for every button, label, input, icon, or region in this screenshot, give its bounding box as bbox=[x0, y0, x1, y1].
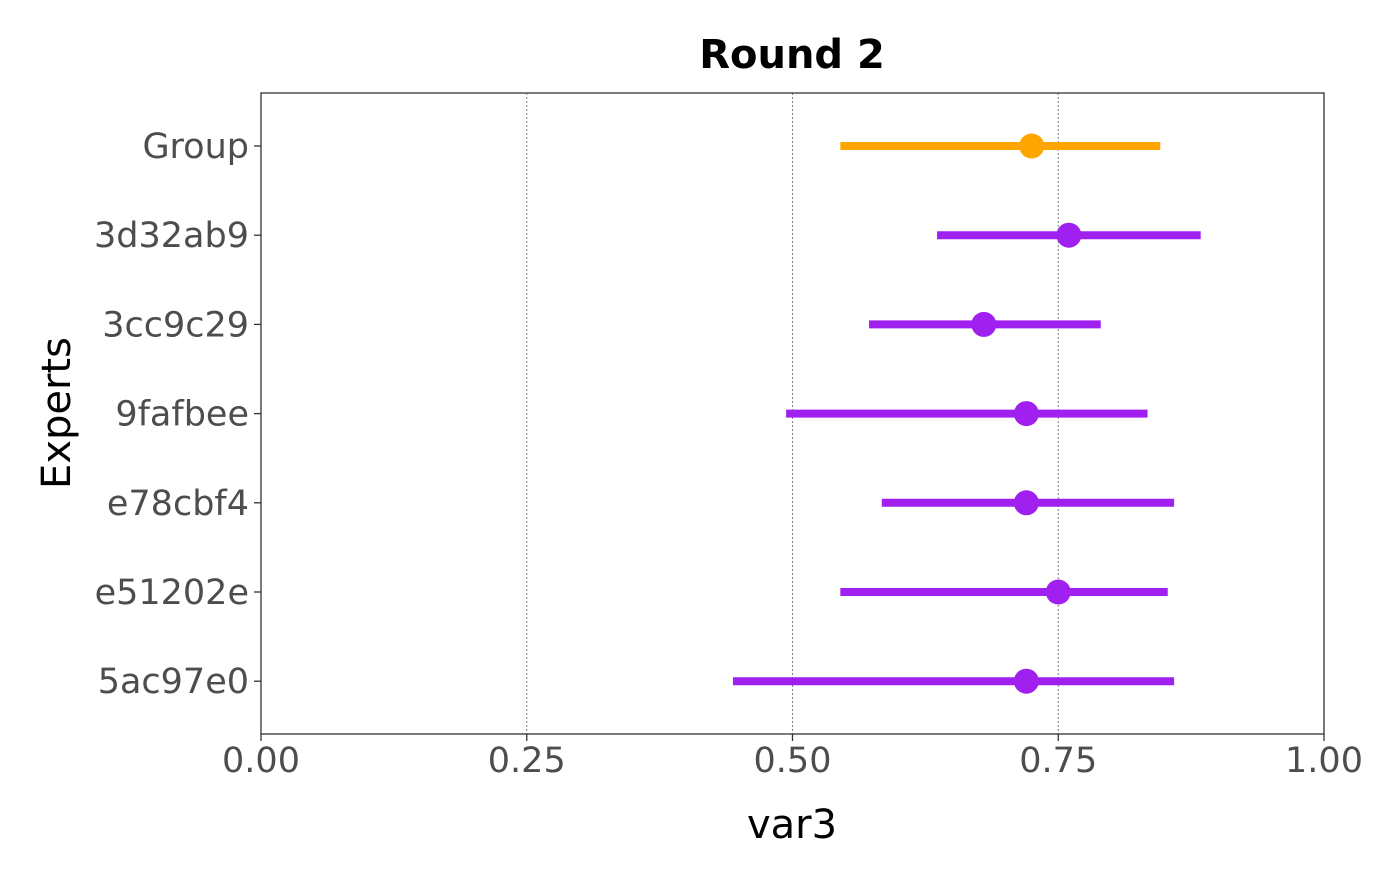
x-tick-label: 0.25 bbox=[488, 741, 566, 781]
estimate-point bbox=[1013, 490, 1039, 516]
estimate-point bbox=[1019, 133, 1045, 159]
chart-title: Round 2 bbox=[699, 32, 885, 78]
y-axis-title: Experts bbox=[34, 337, 80, 489]
x-tick-label: 0.75 bbox=[1019, 741, 1097, 781]
y-tick-label: Group bbox=[142, 127, 249, 167]
estimate-point bbox=[1013, 401, 1039, 427]
x-tick-label: 0.50 bbox=[754, 741, 832, 781]
estimate-point bbox=[971, 311, 997, 337]
estimate-point bbox=[1056, 222, 1082, 248]
y-tick-label: e51202e bbox=[95, 573, 249, 613]
x-tick-label: 1.00 bbox=[1285, 741, 1363, 781]
y-tick-label: e78cbf4 bbox=[107, 484, 249, 524]
y-tick-label: 5ac97e0 bbox=[98, 662, 249, 702]
x-tick-label: 0.00 bbox=[222, 741, 300, 781]
y-tick-label: 3cc9c29 bbox=[102, 305, 249, 345]
series-layer bbox=[732, 133, 1201, 694]
estimate-point bbox=[1013, 668, 1039, 694]
y-tick-label: 3d32ab9 bbox=[94, 216, 249, 256]
x-axis: 0.00 0.25 0.50 0.75 1.00 bbox=[222, 734, 1363, 781]
y-axis: Group 3d32ab9 3cc9c29 9fafbee e78cbf4 e51202e… bbox=[94, 127, 261, 702]
estimate-point bbox=[1045, 579, 1071, 605]
x-axis-title: var3 bbox=[747, 802, 837, 848]
y-tick-label: 9fafbee bbox=[115, 395, 249, 435]
